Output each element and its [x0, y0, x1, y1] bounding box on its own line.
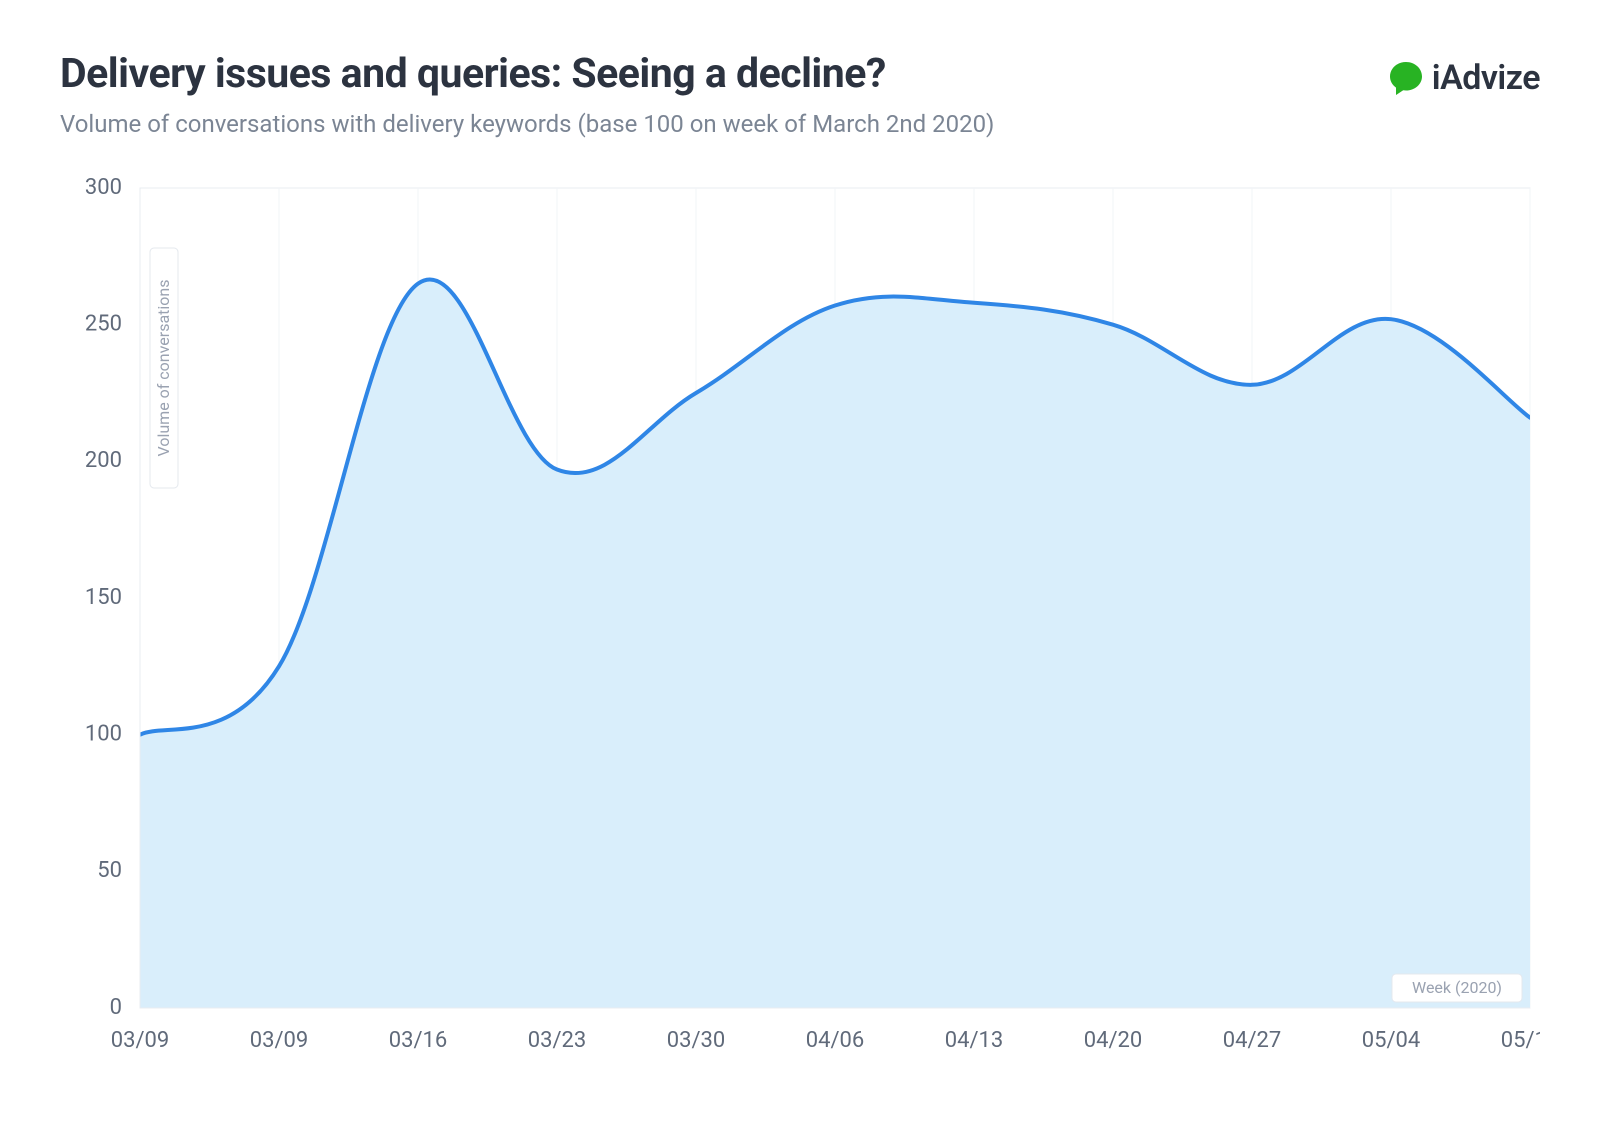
svg-text:04/06: 04/06 — [806, 1028, 865, 1053]
chart-title: Delivery issues and queries: Seeing a de… — [60, 50, 1386, 98]
chart-area: 0 50 100 150 200 250 300 Volume of conversation… — [60, 178, 1540, 1078]
svg-text:100: 100 — [85, 721, 122, 746]
svg-text:03/23: 03/23 — [528, 1028, 587, 1053]
svg-text:250: 250 — [85, 311, 122, 336]
svg-text:150: 150 — [85, 585, 122, 610]
brand-logo: iAdvize — [1386, 58, 1540, 98]
svg-text:50: 50 — [97, 858, 122, 883]
svg-text:05/11: 05/11 — [1501, 1028, 1540, 1053]
svg-text:05/04: 05/04 — [1362, 1028, 1421, 1053]
svg-text:03/30: 03/30 — [667, 1028, 726, 1053]
svg-text:Week (2020): Week (2020) — [1412, 978, 1502, 997]
svg-text:Volume of conversations: Volume of conversations — [154, 280, 173, 457]
area-chart-svg: 0 50 100 150 200 250 300 Volume of conversation… — [60, 178, 1540, 1078]
svg-text:300: 300 — [85, 178, 122, 200]
brand-name: iAdvize — [1432, 58, 1540, 98]
chart-subtitle: Volume of conversations with delivery ke… — [60, 110, 1386, 138]
svg-text:03/09: 03/09 — [250, 1028, 309, 1053]
svg-text:04/27: 04/27 — [1223, 1028, 1282, 1053]
svg-text:200: 200 — [85, 448, 122, 473]
header-row: Delivery issues and queries: Seeing a de… — [60, 50, 1540, 138]
svg-text:04/20: 04/20 — [1084, 1028, 1143, 1053]
svg-text:0: 0 — [110, 995, 122, 1020]
speech-bubble-icon — [1386, 58, 1426, 98]
titles-block: Delivery issues and queries: Seeing a de… — [60, 50, 1386, 138]
chart-card: Delivery issues and queries: Seeing a de… — [0, 0, 1600, 1130]
svg-text:04/13: 04/13 — [945, 1028, 1004, 1053]
svg-text:03/09: 03/09 — [111, 1028, 170, 1053]
svg-text:03/16: 03/16 — [389, 1028, 448, 1053]
